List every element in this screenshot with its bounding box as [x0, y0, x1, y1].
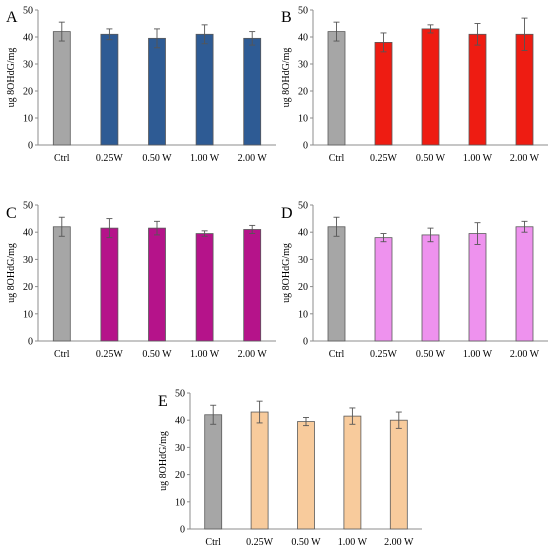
x-tick-label: Ctrl — [205, 537, 221, 548]
chart-panel-e: Eug 8OHdG/mg 0 10 20 30 40 50 Ctrl 0.25W 0.50 W 1.… — [158, 389, 422, 548]
bar — [421, 234, 440, 342]
x-tick-label: 0.50 W — [416, 349, 446, 360]
panel-letter-c: C — [6, 205, 17, 222]
y-tick-label: 20 — [23, 282, 33, 293]
y-tick-label: 10 — [298, 114, 308, 125]
y-tick-label: 10 — [23, 309, 33, 320]
y-tick-label: 30 — [298, 60, 308, 71]
bar — [389, 419, 408, 530]
chart-panel-b: Bug 8OHdG/mg 0 10 20 30 40 50 Ctrl 0.25W 0.50 W 1.… — [281, 6, 548, 164]
chart-panel-d: Dug 8OHdG/mg 0 10 20 30 40 50 Ctrl 0.25W 0.50 W 1.… — [281, 201, 548, 360]
x-tick-label: 0.25W — [96, 153, 124, 164]
x-tick-label: Ctrl — [329, 349, 345, 360]
bar — [243, 37, 262, 146]
y-tick-label: 0 — [303, 337, 308, 348]
bar — [100, 227, 119, 342]
chart-panel-a: Aug 8OHdG/mg 0 10 20 30 40 50 Ctrl 0.25W 0.50 W 1.… — [6, 6, 276, 164]
bar — [468, 233, 487, 342]
bar — [100, 33, 119, 146]
x-tick-label: 0.25W — [246, 537, 274, 548]
bar — [327, 226, 346, 342]
x-tick-label: 2.00 W — [384, 537, 414, 548]
y-tick-label: 50 — [23, 6, 33, 17]
y-tick-label: 0 — [28, 337, 33, 348]
panel-letter-d: D — [281, 205, 293, 222]
y-tick-label: 40 — [23, 33, 33, 44]
y-tick-label: 0 — [180, 525, 185, 536]
x-tick-label: 2.00 W — [238, 153, 268, 164]
y-axis-label: ug 8OHdG/mg — [281, 243, 292, 303]
x-tick-label: 1.00 W — [190, 349, 220, 360]
x-tick-label: 0.25W — [96, 349, 124, 360]
x-tick-label: 1.00 W — [338, 537, 368, 548]
y-tick-label: 50 — [175, 389, 185, 400]
y-tick-label: 40 — [175, 416, 185, 427]
y-tick-label: 30 — [175, 443, 185, 454]
y-tick-label: 40 — [23, 228, 33, 239]
bar — [250, 411, 269, 530]
y-axis-label: ug 8OHdG/mg — [6, 48, 17, 108]
y-tick-label: 40 — [298, 228, 308, 239]
x-tick-label: 2.00 W — [510, 153, 540, 164]
x-tick-label: Ctrl — [329, 153, 345, 164]
y-tick-label: 50 — [298, 201, 308, 212]
bar — [195, 233, 214, 342]
y-tick-label: 30 — [298, 255, 308, 266]
bar — [421, 28, 440, 146]
bar — [374, 237, 393, 342]
y-axis-label: ug 8OHdG/mg — [158, 431, 169, 491]
bar — [52, 226, 71, 342]
panel-letter-b: B — [281, 9, 292, 26]
x-tick-label: 0.50 W — [142, 349, 172, 360]
bar — [204, 414, 223, 530]
y-tick-label: 20 — [298, 282, 308, 293]
y-axis-label: ug 8OHdG/mg — [281, 48, 292, 108]
bar — [52, 31, 71, 146]
panel-letter-a: A — [6, 9, 18, 26]
bar — [243, 229, 262, 342]
bar — [468, 33, 487, 146]
y-tick-label: 20 — [23, 87, 33, 98]
x-tick-label: 0.25W — [370, 349, 398, 360]
bar — [343, 415, 362, 530]
y-tick-label: 0 — [303, 141, 308, 152]
x-tick-label: 2.00 W — [510, 349, 540, 360]
y-tick-label: 10 — [23, 114, 33, 125]
x-tick-label: 0.50 W — [416, 153, 446, 164]
x-tick-label: 1.00 W — [190, 153, 220, 164]
y-tick-label: 30 — [23, 255, 33, 266]
y-tick-label: 10 — [175, 497, 185, 508]
y-tick-label: 10 — [298, 309, 308, 320]
bar — [327, 31, 346, 146]
y-tick-label: 50 — [23, 201, 33, 212]
x-tick-label: 0.50 W — [291, 537, 321, 548]
panel-letter-e: E — [158, 393, 168, 410]
bar — [515, 226, 534, 342]
x-tick-label: 1.00 W — [463, 153, 493, 164]
x-tick-label: Ctrl — [54, 349, 70, 360]
y-tick-label: 20 — [298, 87, 308, 98]
bar — [195, 33, 214, 146]
chart-panel-c: Cug 8OHdG/mg 0 10 20 30 40 50 Ctrl 0.25W 0.50 W 1.… — [6, 201, 276, 360]
x-tick-label: 0.50 W — [142, 153, 172, 164]
x-tick-label: Ctrl — [54, 153, 70, 164]
y-tick-label: 0 — [28, 141, 33, 152]
y-tick-label: 40 — [298, 33, 308, 44]
bar — [148, 227, 166, 342]
y-tick-label: 50 — [298, 6, 308, 17]
x-tick-label: 1.00 W — [463, 349, 493, 360]
bar — [297, 421, 315, 530]
bar — [374, 42, 393, 146]
x-tick-label: 0.25W — [370, 153, 398, 164]
y-tick-label: 20 — [175, 470, 185, 481]
bar — [148, 37, 166, 146]
y-tick-label: 30 — [23, 60, 33, 71]
x-tick-label: 2.00 W — [238, 349, 268, 360]
y-axis-label: ug 8OHdG/mg — [6, 243, 17, 303]
